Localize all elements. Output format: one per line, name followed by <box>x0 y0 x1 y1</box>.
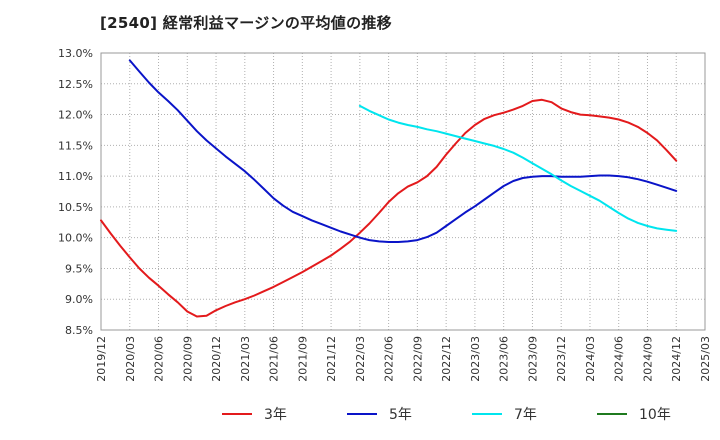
chart-title: [2540] 経常利益マージンの平均値の推移 <box>100 14 392 32</box>
x-tick-label: 2023/03 <box>469 336 482 382</box>
legend: 3年 5年 7年 10年 <box>222 407 671 423</box>
y-axis: 8.5% 9.0% 9.5% 10.0% 10.5% 11.0% 11.5% 12.0% 12.… <box>58 47 93 337</box>
grid-layer <box>100 52 706 331</box>
x-axis: 2019/12 2020/03 2020/06 2020/09 2020/12 2021/… <box>95 336 712 382</box>
y-tick-label: 10.5% <box>58 201 93 214</box>
series-line-5年 <box>128 59 678 243</box>
x-tick-label: 2020/12 <box>210 336 223 382</box>
x-tick-label: 2023/12 <box>555 336 568 382</box>
x-tick-label: 2021/09 <box>296 336 309 382</box>
x-tick-label: 2024/06 <box>613 336 626 382</box>
x-tick-label: 2022/09 <box>411 336 424 382</box>
series-line-3年 <box>100 98 678 318</box>
series-layer <box>100 59 678 318</box>
x-tick-label: 2023/09 <box>526 336 539 382</box>
legend-label-5年: 5年 <box>389 407 412 423</box>
x-tick-label: 2024/09 <box>641 336 654 382</box>
x-tick-label: 2020/09 <box>181 336 194 382</box>
x-tick-label: 2021/03 <box>239 336 252 382</box>
x-tick-label: 2023/06 <box>498 336 511 382</box>
legend-label-3年: 3年 <box>264 407 287 423</box>
x-tick-label: 2025/03 <box>699 336 712 382</box>
legend-label-7年: 7年 <box>514 407 537 423</box>
x-tick-label: 2019/12 <box>95 336 108 382</box>
x-tick-label: 2020/06 <box>153 336 166 382</box>
x-tick-label: 2021/06 <box>268 336 281 382</box>
x-tick-label: 2021/12 <box>325 336 338 382</box>
x-tick-label: 2022/06 <box>383 336 396 382</box>
x-tick-label: 2024/12 <box>670 336 683 382</box>
y-tick-label: 13.0% <box>58 47 93 60</box>
y-tick-label: 11.5% <box>58 139 93 152</box>
plot-frame <box>100 52 706 331</box>
series-line-7年 <box>358 104 678 232</box>
y-tick-label: 9.0% <box>65 293 93 306</box>
y-tick-label: 8.5% <box>65 324 93 337</box>
x-tick-label: 2022/03 <box>354 336 367 382</box>
x-tick-label: 2020/03 <box>124 336 137 382</box>
legend-label-10年: 10年 <box>639 407 671 423</box>
y-tick-label: 11.0% <box>58 170 93 183</box>
y-tick-label: 9.5% <box>65 262 93 275</box>
x-tick-label: 2024/03 <box>584 336 597 382</box>
x-tick-label: 2022/12 <box>440 336 453 382</box>
y-tick-label: 10.0% <box>58 232 93 245</box>
y-tick-label: 12.0% <box>58 109 93 122</box>
y-tick-label: 12.5% <box>58 78 93 91</box>
